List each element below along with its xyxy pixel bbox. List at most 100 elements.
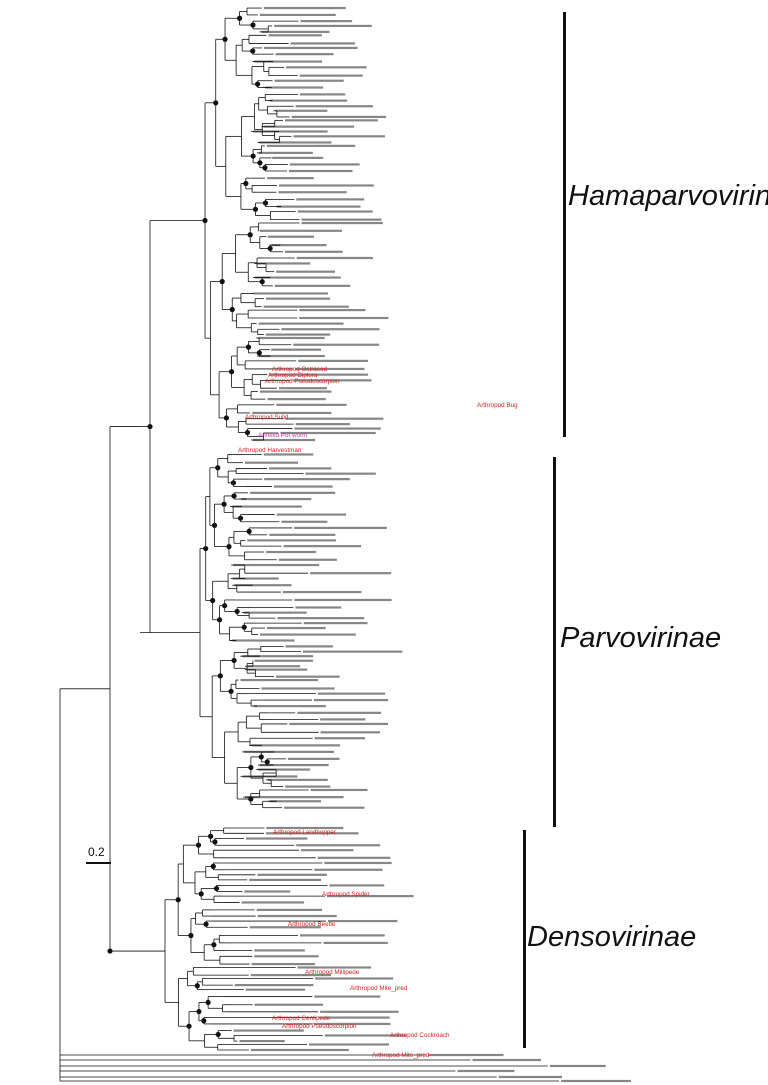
bootstrap-node-dot: [213, 100, 219, 106]
leaf-label: [273, 485, 333, 488]
leaf-label: [314, 995, 381, 998]
leaf-label: [254, 705, 326, 708]
leaf-label: [328, 919, 398, 923]
leaf-label: [285, 645, 333, 648]
highlight-label-diplura: Arthropod Diplura: [268, 372, 318, 379]
clade-bar-hamaparvovirinae: [563, 12, 566, 437]
leaf-label: [259, 141, 332, 144]
leaf-label: [329, 884, 385, 887]
leaf-label: [275, 53, 334, 56]
leaf-label: [296, 198, 365, 201]
bootstrap-node-dot: [250, 22, 256, 28]
leaf-label: [320, 731, 381, 734]
leaf-label: [254, 659, 313, 662]
leaf-label: [292, 379, 372, 382]
leaf-label: [267, 778, 328, 781]
clade-label-hamaparvovirinae: Hamaparvovirinae: [568, 180, 768, 212]
highlight-label-mite-pred-1: Arthropod Mite_pred: [350, 985, 408, 992]
leaf-label: [274, 79, 344, 82]
leaf-label: [472, 1058, 542, 1062]
leaf-label: [267, 398, 326, 401]
leaf-label: [265, 86, 324, 89]
bootstrap-node-dot: [107, 948, 113, 954]
leaf-label: [278, 191, 347, 194]
clade-bar-parvovirinae: [553, 457, 556, 827]
bootstrap-node-dot: [256, 350, 262, 356]
bootstrap-node-dot: [212, 839, 218, 845]
tree-leaf-labels: [232, 6, 631, 1083]
bootstrap-node-dot: [245, 344, 252, 350]
highlight-label-pseudoscorpion-2: Arthropod Pseudoscorpion: [282, 1023, 357, 1030]
bootstrap-node-dot: [223, 415, 229, 421]
leaf-label: [327, 894, 414, 898]
bootstrap-node-dot: [237, 515, 244, 521]
leaf-label: [254, 60, 323, 63]
bootstrap-node-dot: [247, 232, 253, 238]
bootstrap-node-dot: [210, 597, 216, 604]
leaf-label: [297, 210, 373, 213]
highlight-label-landhopper: Arthropod Landhopper: [273, 829, 337, 836]
bootstrap-node-dot: [215, 465, 221, 471]
leaf-label: [276, 270, 336, 273]
leaf-label: [278, 184, 374, 187]
leaf-label: [281, 328, 380, 331]
leaf-label: [297, 966, 372, 969]
leaf-label: [314, 868, 383, 871]
leaf-label: [240, 678, 318, 682]
clade-bar-densovirinae: [523, 830, 526, 1048]
bootstrap-node-dot: [250, 153, 256, 159]
highlight-label-pseudoscorpion-1: Arthropod Pseudoscorpion: [265, 378, 340, 385]
bootstrap-node-dot: [202, 217, 208, 224]
leaf-label: [300, 20, 353, 23]
bootstrap-node-dot: [254, 81, 261, 87]
leaf-label: [281, 520, 328, 523]
leaf-label: [320, 718, 366, 721]
bootstrap-node-dot: [186, 1023, 192, 1029]
leaf-label: [295, 423, 350, 426]
bootstrap-node-dot: [230, 480, 237, 486]
leaf-label: [285, 417, 384, 420]
leaf-label: [279, 387, 327, 390]
highlight-label-harvestman: Arthropod Harvestman: [238, 447, 302, 454]
leaf-label: [324, 861, 392, 865]
leaf-label: [299, 74, 363, 77]
leaf-label: [295, 105, 373, 108]
leaf-label: [320, 1010, 399, 1013]
leaf-label: [294, 427, 381, 430]
leaf-label: [302, 650, 403, 653]
leaf-label: [269, 800, 322, 803]
leaf-label: [245, 988, 305, 991]
bootstrap-node-dot: [264, 759, 270, 765]
leaf-label: [313, 698, 389, 702]
bootstrap-node-dot: [267, 245, 273, 252]
bootstrap-node-dot: [188, 932, 194, 939]
bootstrap-node-dot: [252, 206, 259, 212]
leaf-label: [299, 308, 366, 312]
clade-label-parvovirinae: Parvovirinae: [560, 622, 722, 654]
bootstrap-node-dot: [203, 545, 209, 552]
leaf-label: [284, 806, 365, 809]
leaf-label: [259, 229, 342, 232]
leaf-label: [266, 826, 344, 830]
leaf-label: [288, 169, 353, 173]
bootstrap-node-dot: [258, 754, 264, 760]
bootstrap-node-dot: [229, 306, 235, 313]
leaf-label: [317, 692, 386, 695]
leaf-label: [263, 125, 355, 128]
leaf-label: [263, 6, 346, 10]
bootstrap-node-dot: [201, 1018, 207, 1024]
leaf-label: [301, 221, 383, 225]
bootstrap-node-dot: [215, 1031, 221, 1038]
bootstrap-node-dot: [196, 1008, 202, 1015]
leaf-label: [259, 354, 325, 358]
leaf-label: [498, 1075, 563, 1079]
leaf-label: [298, 359, 368, 362]
leaf-label: [253, 130, 328, 133]
leaf-label: [293, 135, 385, 138]
bootstrap-node-dot: [195, 842, 202, 848]
leaf-label: [457, 1069, 515, 1073]
leaf-label: [317, 856, 391, 859]
scale-bar-label: 0.2: [88, 845, 105, 859]
leaf-label: [276, 205, 361, 208]
leaf-label: [257, 914, 337, 918]
